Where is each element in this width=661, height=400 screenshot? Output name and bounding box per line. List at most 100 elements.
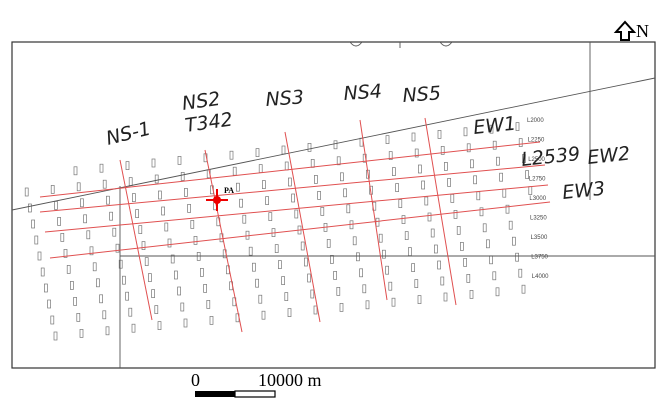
station-mark: [307, 273, 311, 283]
line-number-label: L3000: [529, 196, 546, 202]
station-mark: [50, 315, 55, 325]
station-mark: [479, 207, 484, 217]
station-mark: [398, 199, 403, 208]
line-number-labels: L2000 L2250 L2500 L2750 L3000 L3250 L3500 L3750…: [527, 118, 549, 280]
station-mark: [118, 259, 123, 269]
station-mark: [37, 251, 42, 261]
station-mark: [203, 284, 207, 293]
station-mark: [330, 255, 334, 264]
line-label: NS5: [402, 82, 442, 107]
station-mark: [395, 183, 399, 192]
station-mark: [261, 310, 266, 320]
station-mark: [184, 188, 188, 197]
station-mark: [456, 226, 461, 235]
station-mark: [375, 217, 380, 227]
line-number-label: L4000: [532, 274, 549, 280]
station-mark: [209, 316, 214, 325]
station-mark: [343, 188, 347, 198]
station-mark: [346, 204, 351, 214]
station-mark: [388, 281, 393, 291]
station-mark: [144, 257, 149, 266]
station-mark: [505, 204, 510, 214]
station-mark: [53, 331, 58, 341]
station-mark: [70, 281, 74, 290]
station-mark: [268, 212, 273, 221]
survey-lines: [39, 117, 551, 333]
station-mark: [151, 158, 156, 168]
line-label: EW2: [586, 143, 631, 169]
station-mark: [473, 175, 477, 185]
station-mark: [206, 300, 211, 309]
station-mark: [521, 284, 526, 294]
station-mark: [365, 300, 370, 310]
station-mark: [99, 163, 104, 173]
station-mark: [125, 291, 129, 301]
station-mark: [466, 274, 471, 283]
station-mark: [255, 148, 260, 157]
station-mark: [496, 156, 500, 166]
station-mark: [115, 243, 120, 253]
station-mark: [385, 265, 389, 275]
station-mark: [63, 249, 68, 258]
station-mark: [287, 308, 292, 317]
station-mark: [96, 278, 100, 288]
station-mark: [427, 212, 432, 222]
station-mark: [414, 148, 419, 158]
station-mark: [255, 278, 259, 288]
station-mark: [92, 262, 97, 272]
station-mark: [430, 228, 435, 238]
station-marks: [24, 122, 533, 341]
station-mark: [193, 236, 198, 245]
station-mark: [495, 287, 500, 297]
station-mark: [417, 295, 422, 304]
station-mark: [157, 321, 162, 330]
station-mark: [278, 260, 282, 269]
station-mark: [89, 246, 94, 256]
station-mark: [187, 204, 191, 213]
station-mark: [382, 249, 386, 259]
station-mark: [24, 187, 29, 197]
station-mark: [294, 209, 299, 219]
station-mark: [447, 178, 451, 187]
station-mark: [392, 167, 396, 176]
ns-line: [359, 119, 388, 301]
line-label: EW1: [472, 113, 517, 139]
station-mark: [378, 233, 383, 243]
station-mark: [122, 275, 126, 285]
line-label: NS4: [343, 80, 383, 105]
scale-segment: [195, 391, 235, 397]
station-mark: [76, 182, 81, 192]
station-mark: [73, 297, 77, 306]
station-mark: [300, 241, 305, 251]
station-mark: [141, 241, 146, 250]
station-mark: [418, 164, 422, 174]
station-mark: [336, 287, 341, 296]
station-mark: [262, 180, 266, 189]
station-mark: [443, 292, 448, 302]
north-label: N: [636, 21, 649, 41]
station-mark: [313, 305, 318, 315]
point-pa: PA: [206, 186, 234, 211]
station-mark: [444, 162, 448, 171]
station-mark: [177, 286, 181, 296]
station-mark: [522, 154, 526, 163]
station-mark: [434, 244, 438, 254]
point-marker: [213, 196, 221, 204]
station-mark: [460, 242, 464, 251]
station-mark: [274, 244, 279, 253]
station-mark: [66, 265, 71, 274]
station-mark: [336, 156, 341, 166]
station-mark: [515, 252, 519, 262]
station-mark: [125, 161, 130, 170]
station-mark: [307, 143, 312, 152]
station-mark: [164, 222, 169, 232]
ew-line: [39, 141, 541, 198]
station-mark: [424, 196, 429, 206]
station-mark: [525, 170, 529, 179]
station-mark: [44, 283, 48, 293]
line-number-label: L2000: [527, 118, 544, 124]
station-mark: [102, 179, 107, 189]
station-mark: [200, 268, 204, 277]
station-mark: [60, 233, 65, 242]
